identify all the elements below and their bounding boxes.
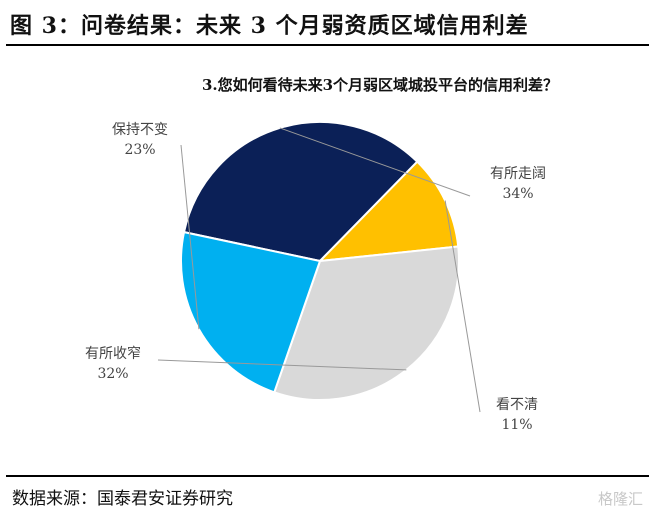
slice-label-1: 有所走阔 xyxy=(490,166,546,182)
figure-title: 图 3：问卷结果：未来 3 个月弱资质区域信用利差 xyxy=(10,13,529,39)
chart-title: 3.您如何看待未来3个月弱区域城投平台的信用利差？ xyxy=(202,76,558,94)
slice-value-1: 34% xyxy=(502,186,533,202)
leader-line-1 xyxy=(279,127,471,197)
source-note: 数据来源：国泰君安证券研究 xyxy=(12,489,233,509)
slice-value-4: 23% xyxy=(124,142,155,158)
slice-label-4: 保持不变 xyxy=(112,122,168,138)
watermark: 格隆汇 xyxy=(597,490,643,508)
slice-labels: 有所走阔 34% 看不清 11% 有所收窄 32% 保持不变 23% xyxy=(85,122,546,433)
slice-label-2: 看不清 xyxy=(496,397,538,413)
slice-value-2: 11% xyxy=(501,417,532,433)
leader-line-2 xyxy=(444,200,481,413)
leader-line-4 xyxy=(180,144,200,330)
slice-label-3: 有所收窄 xyxy=(85,345,141,362)
bottom-rule xyxy=(6,475,649,477)
leader-line-3 xyxy=(157,359,407,371)
pie-slices xyxy=(180,121,460,401)
slice-value-3: 32% xyxy=(97,366,128,382)
leader-lines xyxy=(157,127,481,413)
top-rule xyxy=(6,44,649,46)
